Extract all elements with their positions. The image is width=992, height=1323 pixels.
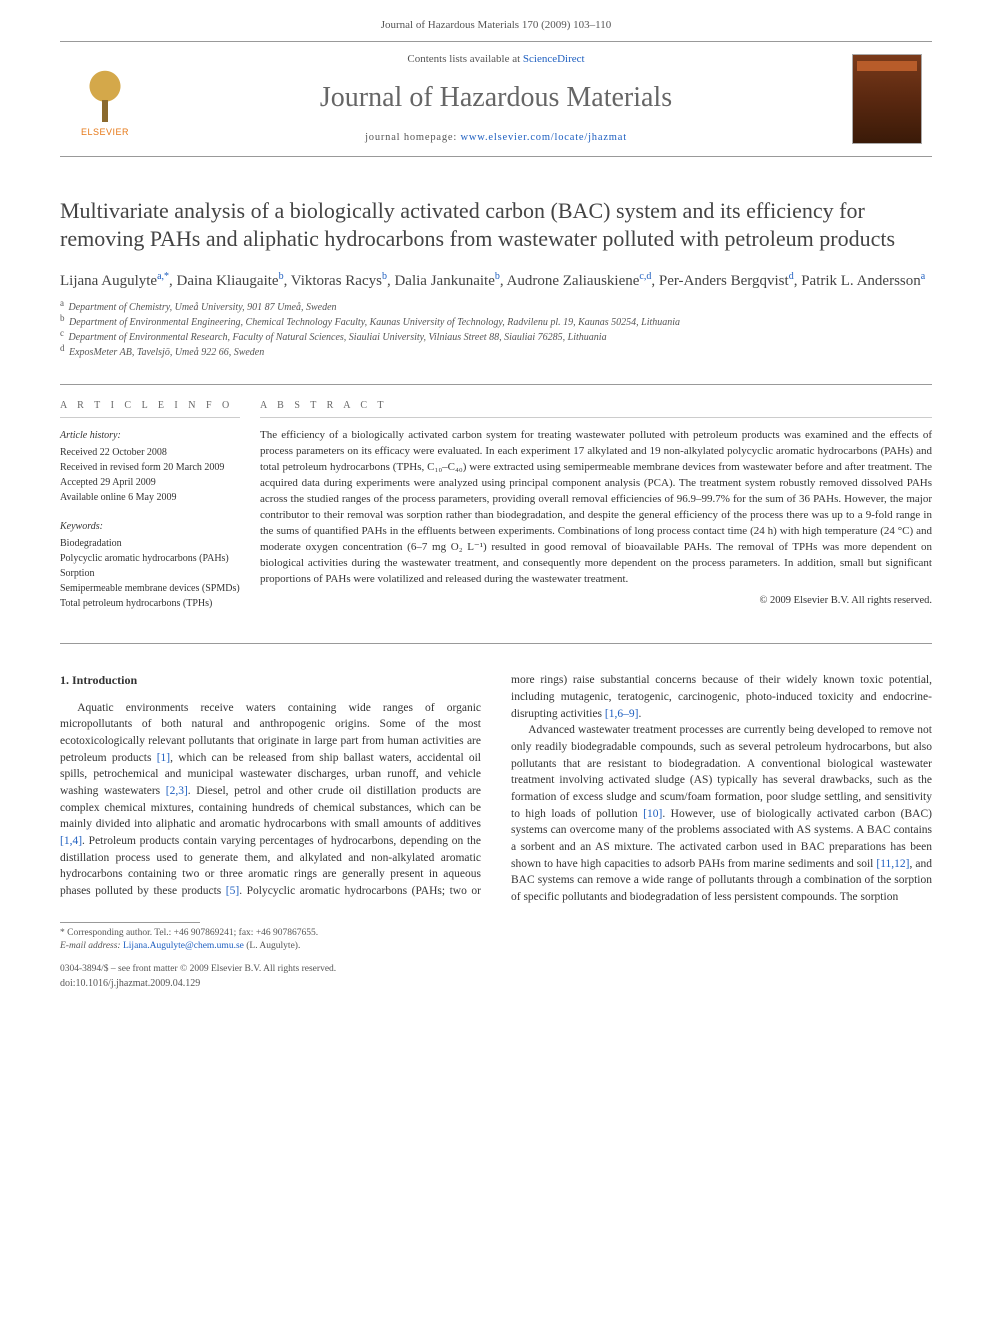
keyword-item: Total petroleum hydrocarbons (TPHs) bbox=[60, 596, 240, 611]
citation-11-12[interactable]: [11,12] bbox=[876, 858, 909, 870]
article-info-panel: A R T I C L E I N F O Article history: R… bbox=[60, 399, 260, 625]
running-head: Journal of Hazardous Materials 170 (2009… bbox=[0, 0, 992, 41]
article-title: Multivariate analysis of a biologically … bbox=[60, 197, 932, 254]
history-line: Accepted 29 April 2009 bbox=[60, 475, 240, 490]
journal-masthead: ELSEVIER Contents lists available at Sci… bbox=[60, 41, 932, 156]
journal-name: Journal of Hazardous Materials bbox=[140, 78, 852, 117]
article-info-heading: A R T I C L E I N F O bbox=[60, 399, 240, 418]
history-line: Received in revised form 20 March 2009 bbox=[60, 460, 240, 475]
keyword-item: Sorption bbox=[60, 566, 240, 581]
contents-available-line: Contents lists available at ScienceDirec… bbox=[140, 52, 852, 67]
abstract-body: The efficiency of a biologically activat… bbox=[260, 428, 932, 587]
front-matter-line: 0304-3894/$ – see front matter © 2009 El… bbox=[60, 963, 932, 976]
section-1-heading: 1. Introduction bbox=[60, 672, 481, 689]
email-suffix: (L. Augulyte). bbox=[244, 941, 300, 951]
keyword-item: Biodegradation bbox=[60, 536, 240, 551]
citation-10[interactable]: [10] bbox=[643, 808, 662, 820]
elsevier-logo: ELSEVIER bbox=[70, 59, 140, 139]
citation-1-4[interactable]: [1,4] bbox=[60, 835, 82, 847]
abstract-copyright: © 2009 Elsevier B.V. All rights reserved… bbox=[260, 594, 932, 609]
elsevier-tree-icon bbox=[80, 67, 130, 122]
author-list: Lijana Augulytea,*, Daina Kliaugaiteb, V… bbox=[60, 270, 932, 293]
corresponding-email-line: E-mail address: Lijana.Augulyte@chem.umu… bbox=[60, 940, 932, 953]
affiliation-item: b Department of Environmental Engineerin… bbox=[60, 315, 932, 330]
citation-1-6-9[interactable]: [1,6–9] bbox=[605, 708, 639, 720]
citation-5[interactable]: [5] bbox=[226, 885, 239, 897]
publisher-name: ELSEVIER bbox=[81, 126, 129, 139]
history-line: Available online 6 May 2009 bbox=[60, 490, 240, 505]
abstract-panel: A B S T R A C T The efficiency of a biol… bbox=[260, 399, 932, 625]
article-history-label: Article history: bbox=[60, 428, 240, 443]
page-footer: * Corresponding author. Tel.: +46 907869… bbox=[60, 922, 932, 991]
article-body: 1. Introduction Aquatic environments rec… bbox=[60, 672, 932, 905]
sciencedirect-link[interactable]: ScienceDirect bbox=[523, 53, 585, 65]
corresponding-author: * Corresponding author. Tel.: +46 907869… bbox=[60, 927, 932, 940]
keyword-item: Semipermeable membrane devices (SPMDs) bbox=[60, 581, 240, 596]
journal-homepage-link[interactable]: www.elsevier.com/locate/jhazmat bbox=[461, 132, 627, 143]
history-line: Received 22 October 2008 bbox=[60, 445, 240, 460]
email-label: E-mail address: bbox=[60, 941, 123, 951]
homepage-prefix: journal homepage: bbox=[365, 132, 460, 143]
abstract-heading: A B S T R A C T bbox=[260, 399, 932, 418]
journal-homepage-line: journal homepage: www.elsevier.com/locat… bbox=[140, 131, 852, 146]
citation-1[interactable]: [1] bbox=[157, 752, 170, 764]
keywords-label: Keywords: bbox=[60, 519, 240, 534]
intro-paragraph-2: Advanced wastewater treatment processes … bbox=[511, 722, 932, 905]
corresponding-email-link[interactable]: Lijana.Augulyte@chem.umu.se bbox=[123, 941, 244, 951]
citation-2-3[interactable]: [2,3] bbox=[166, 785, 188, 797]
affiliation-item: d ExposMeter AB, Tavelsjö, Umeå 922 66, … bbox=[60, 345, 932, 360]
journal-cover-thumbnail bbox=[852, 54, 922, 144]
contents-prefix: Contents lists available at bbox=[407, 53, 522, 65]
affiliation-list: a Department of Chemistry, Umeå Universi… bbox=[60, 300, 932, 360]
doi-line: doi:10.1016/j.jhazmat.2009.04.129 bbox=[60, 977, 932, 991]
keyword-item: Polycyclic aromatic hydrocarbons (PAHs) bbox=[60, 551, 240, 566]
affiliation-item: c Department of Environmental Research, … bbox=[60, 330, 932, 345]
affiliation-item: a Department of Chemistry, Umeå Universi… bbox=[60, 300, 932, 315]
